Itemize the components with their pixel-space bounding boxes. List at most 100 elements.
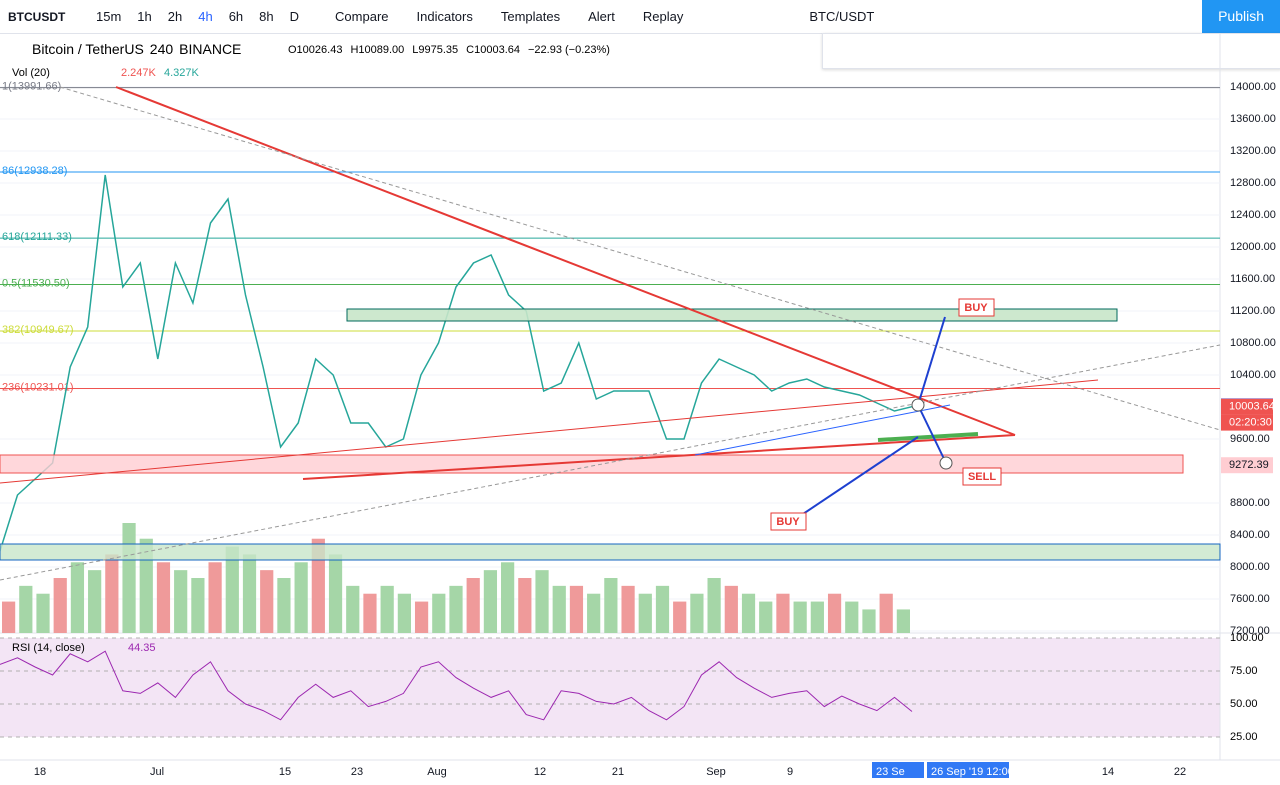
- interval[interactable]: D: [289, 9, 300, 24]
- green-line: [877, 432, 979, 442]
- fib-label: 0.5(11530.50): [2, 277, 70, 289]
- toolbar-button[interactable]: Alert: [588, 9, 615, 24]
- interval[interactable]: 15m: [96, 9, 122, 24]
- interval[interactable]: 8h: [259, 9, 274, 24]
- volume-bar: [673, 601, 687, 633]
- price-tick-label: 11600.00: [1230, 273, 1275, 285]
- buy-label: BUY: [776, 516, 800, 528]
- date-label: Jul: [150, 766, 164, 778]
- volume-bar: [242, 554, 257, 633]
- interval[interactable]: 6h: [228, 9, 244, 24]
- rsi-tick-label: 100.00: [1230, 632, 1264, 644]
- dashed-line: [59, 86, 1221, 431]
- date-label: 26 Sep '19 12:00: [931, 766, 1014, 778]
- toolbar-button[interactable]: Replay: [642, 9, 684, 24]
- date-label: 23 Se: [876, 766, 905, 778]
- volume-bar: [70, 562, 85, 633]
- price-marker-label: 9272.39: [1229, 459, 1269, 471]
- price-tick-label: 8400.00: [1230, 529, 1270, 541]
- buy-label: BUY: [964, 302, 988, 314]
- price-tick-label: 12400.00: [1230, 209, 1276, 221]
- label-box: [958, 298, 995, 317]
- fib-label: 618(12111.33): [2, 231, 72, 243]
- date-label: Aug: [427, 766, 447, 778]
- volume-bar: [724, 585, 738, 633]
- price-marker: [1221, 414, 1273, 431]
- volume-bar: [655, 585, 670, 633]
- price-tick-label: 11200.00: [1230, 305, 1275, 317]
- date-label: Sep: [706, 766, 726, 778]
- symbol[interactable]: BTCUSDT: [8, 9, 66, 24]
- toolbar-button[interactable]: Indicators: [416, 9, 473, 24]
- volume-bar: [208, 562, 222, 633]
- volume-bar: [483, 570, 498, 633]
- legend-name: Bitcoin / TetherUS 240 BINANCE: [32, 41, 241, 57]
- volume-bar: [810, 601, 824, 633]
- volume-bar: [501, 562, 515, 633]
- rsi-band: [0, 638, 1220, 737]
- date-label: 12: [534, 766, 546, 778]
- rsi-line: [0, 650, 913, 721]
- volume-bar: [776, 593, 790, 633]
- toolbar-button[interactable]: Templates: [500, 9, 561, 24]
- price-marker: [1221, 398, 1273, 415]
- interval[interactable]: 1h: [137, 9, 152, 24]
- rsi-value: 44.35: [128, 642, 156, 654]
- intervals: 15m 1h 2h 4h 6h 8h D: [88, 9, 307, 24]
- price-tick-label: 12000.00: [1230, 241, 1276, 253]
- drawing-toolbar: [822, 33, 1280, 69]
- fib-label: 382(10949.67): [2, 324, 74, 336]
- volume-bar: [535, 570, 549, 633]
- sell-label: SELL: [968, 471, 996, 483]
- publish-button[interactable]: Publish: [1202, 0, 1280, 33]
- volume-bar: [707, 578, 721, 633]
- price-tick-label: 9600.00: [1230, 433, 1270, 445]
- volume-bar: [587, 593, 601, 633]
- volume-label: Vol (20): [12, 67, 50, 79]
- legend-ohlc: O10026.43 H10089.00 L9975.35 C10003.64 −22.9…: [288, 44, 610, 56]
- volume-bar: [346, 585, 360, 633]
- volume-bar: [604, 578, 618, 633]
- volume-bar: [139, 538, 153, 633]
- volume-bar: [260, 570, 274, 633]
- interval[interactable]: 2h: [167, 9, 183, 24]
- interval[interactable]: 4h: [198, 9, 213, 24]
- volume-bar: [36, 593, 50, 633]
- volume-bar: [552, 585, 566, 633]
- toolbar-buttons: Compare Indicators Templates Alert Replay: [307, 9, 691, 24]
- price-tick-label: 8000.00: [1230, 561, 1270, 573]
- toolbar-button[interactable]: Compare: [335, 9, 389, 24]
- support-zone: [0, 454, 1184, 474]
- rsi-tick-label: 50.00: [1230, 698, 1258, 710]
- date-label: 21: [612, 766, 624, 778]
- volume-bar: [759, 601, 773, 633]
- price-line: [0, 174, 913, 552]
- volume-bar: [827, 593, 842, 633]
- volume-bar: [638, 593, 652, 633]
- label-box: [962, 467, 1002, 486]
- trendline-bottom: [302, 434, 1016, 480]
- price-tick-label: 13200.00: [1230, 145, 1276, 157]
- volume-bar: [53, 578, 67, 633]
- anchor[interactable]: [939, 456, 953, 470]
- price-tick-label: 7200.00: [1230, 625, 1270, 637]
- volume-bar: [569, 585, 584, 633]
- rsi-tick-label: 75.00: [1230, 665, 1258, 677]
- price-marker-label: 10003.64: [1229, 401, 1275, 413]
- anchor[interactable]: [911, 398, 925, 412]
- price-tick-label: 13600.00: [1230, 113, 1276, 125]
- arrow-down: [917, 404, 947, 464]
- volume-bar: [122, 523, 136, 633]
- volume-bar: [380, 585, 394, 633]
- volume-bar: [363, 593, 377, 633]
- volume-bar: [896, 609, 910, 633]
- volume-bar: [191, 578, 205, 633]
- volume-bar: [311, 538, 325, 633]
- volume-bar: [449, 585, 463, 633]
- volume-bar: [277, 578, 291, 633]
- price-marker: [1221, 457, 1273, 474]
- resistance-zone: [346, 308, 1118, 322]
- pair[interactable]: BTC/USDT: [809, 9, 875, 24]
